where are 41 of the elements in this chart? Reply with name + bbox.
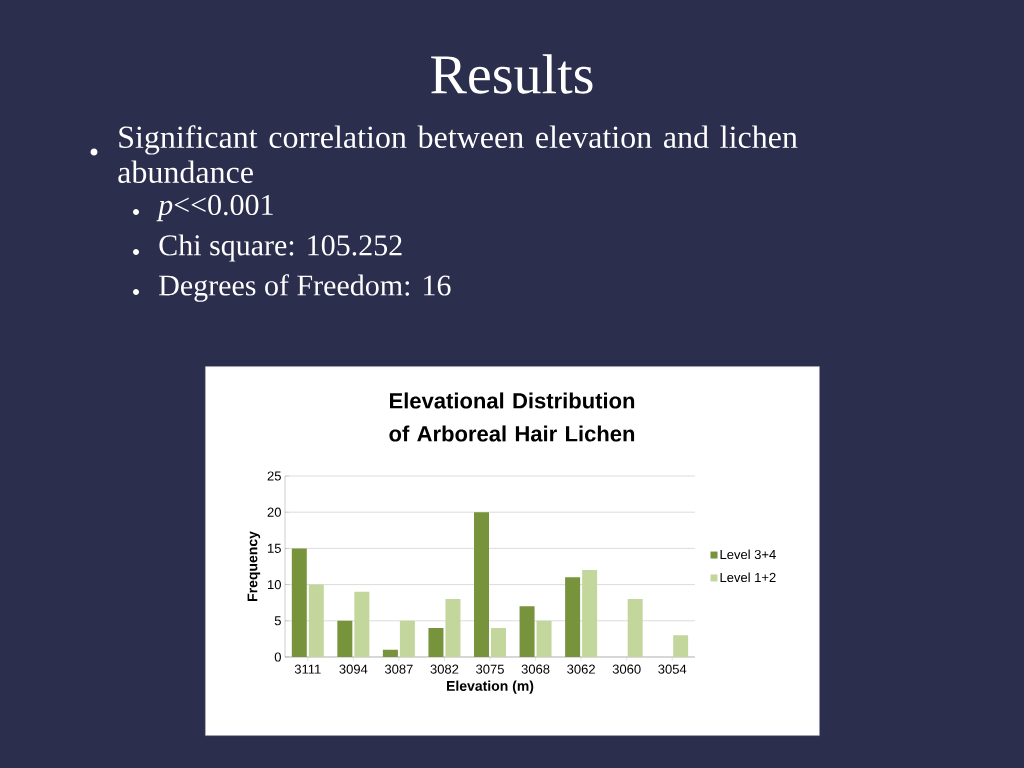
- bar: [308, 584, 324, 657]
- bar: [428, 628, 444, 657]
- text: Chi square: 105.252: [159, 234, 402, 262]
- bar: [354, 591, 370, 657]
- x-tick-label: 3111: [294, 664, 321, 674]
- x-tick-label: 3054: [658, 664, 687, 674]
- text: p<<0.001: [156, 194, 273, 222]
- bar: [291, 548, 307, 657]
- x-tick-label: 3068: [521, 664, 550, 674]
- bar: [536, 620, 552, 657]
- y-tick-label: 5: [274, 616, 281, 626]
- y-tick-label: 20: [267, 507, 281, 517]
- y-tick-label: 10: [268, 579, 281, 590]
- x-tick-label: 3062: [567, 664, 595, 674]
- x-tick-label: 3094: [339, 664, 368, 674]
- x-tick-label: 3060: [612, 664, 641, 674]
- y-tick-label: 0: [274, 652, 281, 662]
- x-tick-label: 3087: [384, 664, 413, 674]
- bar: [491, 628, 507, 657]
- bar: [519, 606, 535, 657]
- bar: [399, 620, 415, 657]
- bar: [445, 599, 461, 657]
- text: Results: [431, 54, 593, 94]
- bar: [474, 512, 489, 657]
- bar: [382, 649, 398, 657]
- legend-label: Level 3+4: [720, 549, 776, 560]
- y-tick-label: 15: [268, 543, 281, 553]
- x-axis-title: Elevation (m): [447, 680, 534, 694]
- bar: [582, 570, 598, 657]
- text: Degrees of Freedom: 16: [159, 274, 451, 302]
- x-tick-label: 3075: [476, 664, 504, 674]
- y-tick-label: 25: [267, 471, 281, 481]
- legend-label: Level 1+2: [720, 572, 776, 583]
- bar: [627, 599, 643, 657]
- bar: [565, 577, 581, 657]
- chart-title: Elevational Distribution of Arboreal Hair Lichen: [389, 392, 635, 442]
- y-axis-title: Frequency: [247, 531, 261, 601]
- bar: [673, 635, 689, 657]
- bar: [337, 620, 353, 657]
- x-tick-label: 3082: [430, 664, 459, 674]
- text: Significant correlation between elevation and lichen abundance: [118, 125, 798, 184]
